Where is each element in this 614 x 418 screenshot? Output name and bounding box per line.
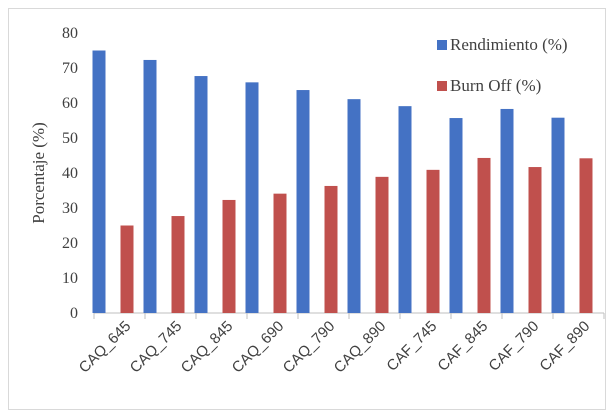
bar-burn-off bbox=[324, 185, 338, 313]
y-tick-label: 50 bbox=[62, 130, 78, 147]
y-tick-label: 30 bbox=[62, 200, 78, 217]
bar-rendimiento bbox=[398, 106, 412, 314]
y-tick-label: 70 bbox=[62, 60, 78, 77]
x-tick-label: CAQ_790 bbox=[280, 318, 339, 377]
y-tick-label: 20 bbox=[62, 235, 78, 252]
bar-rendimiento bbox=[347, 99, 361, 314]
y-tick-label: 60 bbox=[62, 95, 78, 112]
y-axis-label: Porcentaje (%) bbox=[29, 122, 48, 223]
bar-rendimiento bbox=[194, 76, 208, 313]
x-tick-label: CAQ_690 bbox=[229, 318, 288, 377]
y-tick-label: 40 bbox=[62, 165, 78, 182]
x-tick-label: CAF_890 bbox=[536, 318, 593, 375]
bar-rendimiento bbox=[143, 59, 157, 314]
bar-burn-off bbox=[222, 199, 236, 313]
y-tick-label: 80 bbox=[62, 25, 78, 42]
bar-rendimiento bbox=[92, 50, 106, 313]
x-tick-label: CAQ_845 bbox=[178, 318, 237, 377]
bar-burn-off bbox=[171, 216, 185, 313]
x-tick-label: CAF_790 bbox=[485, 318, 542, 375]
bar-burn-off bbox=[426, 169, 440, 313]
x-tick-label: CAQ_745 bbox=[127, 318, 186, 377]
bar-rendimiento bbox=[449, 118, 463, 313]
legend-swatch bbox=[437, 81, 447, 91]
legend-label: Rendimiento (%) bbox=[450, 35, 568, 54]
bar-rendimiento bbox=[551, 117, 565, 313]
bar-burn-off bbox=[477, 157, 491, 313]
x-tick-label: CAF_845 bbox=[434, 318, 491, 375]
x-tick-label: CAQ_890 bbox=[331, 318, 390, 377]
bar-burn-off bbox=[273, 193, 287, 313]
bar-rendimiento bbox=[296, 90, 310, 313]
bar-rendimiento bbox=[245, 82, 259, 313]
bar-burn-off bbox=[120, 225, 134, 313]
bar-rendimiento bbox=[500, 108, 514, 313]
x-tick-label: CAF_745 bbox=[383, 318, 440, 375]
y-tick-label: 0 bbox=[70, 305, 78, 322]
bar-burn-off bbox=[528, 167, 542, 313]
y-tick-label: 10 bbox=[62, 270, 78, 287]
legend-swatch bbox=[437, 40, 447, 50]
legend-label: Burn Off (%) bbox=[450, 76, 541, 95]
bar-burn-off bbox=[579, 158, 593, 313]
bar-burn-off bbox=[375, 176, 389, 313]
x-tick-label: CAQ_645 bbox=[76, 318, 135, 377]
